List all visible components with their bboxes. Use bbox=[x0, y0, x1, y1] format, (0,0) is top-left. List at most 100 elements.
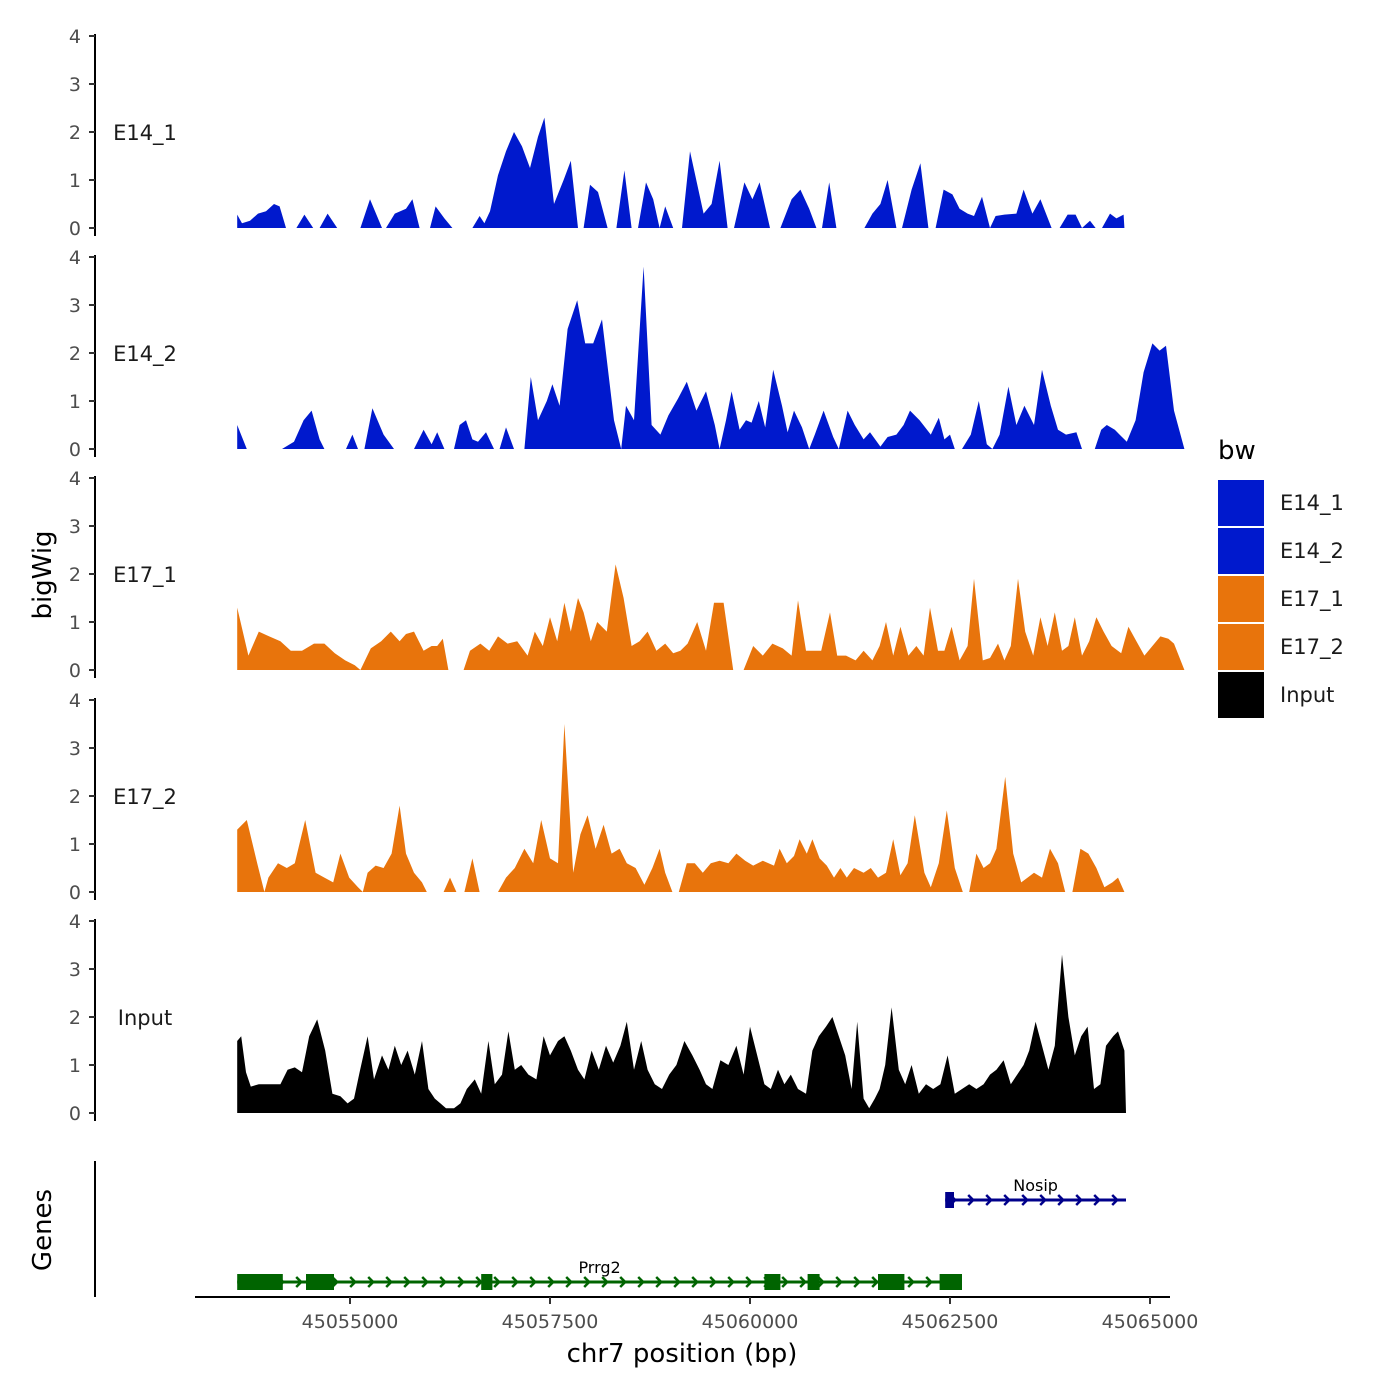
exon bbox=[807, 1274, 820, 1290]
strand-arrow bbox=[727, 1276, 735, 1288]
legend-swatch-E17_1 bbox=[1218, 576, 1264, 622]
y-tick-label: 4 bbox=[69, 911, 81, 933]
exon bbox=[481, 1274, 493, 1290]
strand-arrow bbox=[781, 1276, 789, 1288]
y-tick-label: 0 bbox=[69, 439, 81, 461]
y-tick-label: 4 bbox=[69, 26, 81, 48]
legend-title: bw bbox=[1218, 436, 1256, 466]
gene-label-Prrg2: Prrg2 bbox=[578, 1258, 620, 1277]
strand-arrow bbox=[745, 1276, 753, 1288]
gene-Prrg2: Prrg2 bbox=[237, 1258, 962, 1290]
x-tick-label: 45057500 bbox=[502, 1311, 599, 1333]
legend: bw E14_1 E14_2 E17_1 E17_2 Input bbox=[1218, 436, 1344, 718]
strand-arrow bbox=[907, 1276, 915, 1288]
legend-swatch-E17_2 bbox=[1218, 624, 1264, 670]
y-tick-label: 0 bbox=[69, 882, 81, 904]
y-tick-label: 1 bbox=[69, 391, 81, 413]
strand-arrow bbox=[367, 1276, 375, 1288]
y-tick-label: 1 bbox=[69, 170, 81, 192]
strand-arrow bbox=[637, 1276, 645, 1288]
signal-area-E14_1 bbox=[237, 117, 1125, 228]
strand-arrow bbox=[439, 1276, 447, 1288]
track-E14_1: 0 1 2 3 4 E14_1 bbox=[69, 26, 1125, 240]
legend-label-E14_1: E14_1 bbox=[1280, 491, 1344, 516]
track-E14_2: 0 1 2 3 4 E14_2 bbox=[69, 247, 1185, 461]
y-tick-label: 0 bbox=[69, 218, 81, 240]
legend-swatch-E14_2 bbox=[1218, 528, 1264, 574]
y-axis-title-bigwig: bigWig bbox=[28, 530, 58, 619]
strand-arrow bbox=[835, 1276, 843, 1288]
strand-arrow bbox=[853, 1276, 861, 1288]
strand-arrow bbox=[349, 1276, 357, 1288]
strand-arrow bbox=[967, 1194, 975, 1206]
y-tick-label: 1 bbox=[69, 834, 81, 856]
y-axis-title-genes: Genes bbox=[28, 1189, 58, 1271]
track-label-Input: Input bbox=[118, 1006, 172, 1030]
track-E17_2: 0 1 2 3 4 E17_2 bbox=[69, 690, 1125, 904]
strand-arrow bbox=[691, 1276, 699, 1288]
signal-area-E14_2 bbox=[237, 266, 1185, 449]
strand-arrow bbox=[817, 1276, 825, 1288]
legend-swatch-E14_1 bbox=[1218, 480, 1264, 526]
gene-Nosip: Nosip bbox=[945, 1176, 1126, 1208]
track-Input: 0 1 2 3 4 Input bbox=[69, 911, 1126, 1125]
strand-arrow bbox=[601, 1276, 609, 1288]
strand-arrow bbox=[529, 1276, 537, 1288]
legend-label-E17_2: E17_2 bbox=[1280, 635, 1344, 660]
y-tick-label: 1 bbox=[69, 612, 81, 634]
exon bbox=[306, 1274, 334, 1290]
y-tick-label: 4 bbox=[69, 247, 81, 269]
strand-arrow bbox=[295, 1276, 303, 1288]
y-tick-label: 2 bbox=[69, 786, 81, 808]
x-tick-label: 45060000 bbox=[702, 1311, 799, 1333]
exon bbox=[878, 1274, 905, 1290]
exon bbox=[764, 1274, 781, 1290]
exon bbox=[939, 1274, 962, 1290]
strand-arrow bbox=[583, 1276, 591, 1288]
track-label-E17_2: E17_2 bbox=[113, 785, 177, 810]
strand-arrow bbox=[1111, 1194, 1119, 1206]
x-tick-label: 45055000 bbox=[302, 1311, 399, 1333]
strand-arrow bbox=[655, 1276, 663, 1288]
y-tick-label: 0 bbox=[69, 1103, 81, 1125]
strand-arrow bbox=[985, 1194, 993, 1206]
strand-arrow bbox=[709, 1276, 717, 1288]
strand-arrow bbox=[421, 1276, 429, 1288]
y-tick-label: 2 bbox=[69, 122, 81, 144]
strand-arrow bbox=[1039, 1194, 1047, 1206]
strand-arrow bbox=[1003, 1194, 1011, 1206]
x-tick-label: 45062500 bbox=[902, 1311, 999, 1333]
strand-arrow bbox=[511, 1276, 519, 1288]
strand-arrow bbox=[799, 1276, 807, 1288]
strand-arrow bbox=[1021, 1194, 1029, 1206]
strand-arrow bbox=[403, 1276, 411, 1288]
x-axis-title: chr7 position (bp) bbox=[567, 1339, 798, 1369]
track-E17_1: 0 1 2 3 4 E17_1 bbox=[69, 468, 1185, 682]
strand-arrow bbox=[1093, 1194, 1101, 1206]
strand-arrow bbox=[925, 1276, 933, 1288]
signal-area-Input bbox=[237, 954, 1126, 1113]
legend-label-E14_2: E14_2 bbox=[1280, 539, 1344, 564]
strand-arrow bbox=[1075, 1194, 1083, 1206]
strand-arrow bbox=[457, 1276, 465, 1288]
gene-label-Nosip: Nosip bbox=[1013, 1176, 1058, 1195]
strand-arrow bbox=[673, 1276, 681, 1288]
track-label-E14_2: E14_2 bbox=[113, 342, 177, 367]
strand-arrow bbox=[871, 1276, 879, 1288]
gene-track: Prrg2 Nosip bbox=[94, 1161, 1126, 1297]
y-tick-label: 2 bbox=[69, 564, 81, 586]
x-axis: 45055000 45057500 45060000 45062500 45065000 bbox=[195, 1296, 1199, 1333]
strand-arrow bbox=[619, 1276, 627, 1288]
y-tick-label: 2 bbox=[69, 1007, 81, 1029]
y-tick-label: 1 bbox=[69, 1055, 81, 1077]
y-tick-label: 3 bbox=[69, 74, 81, 96]
x-tick-label: 45065000 bbox=[1102, 1311, 1199, 1333]
strand-arrow bbox=[547, 1276, 555, 1288]
legend-swatch-Input bbox=[1218, 672, 1264, 718]
y-tick-label: 0 bbox=[69, 660, 81, 682]
track-label-E14_1: E14_1 bbox=[113, 121, 177, 146]
track-label-E17_1: E17_1 bbox=[113, 563, 177, 588]
y-tick-label: 3 bbox=[69, 959, 81, 981]
strand-arrow bbox=[493, 1276, 501, 1288]
